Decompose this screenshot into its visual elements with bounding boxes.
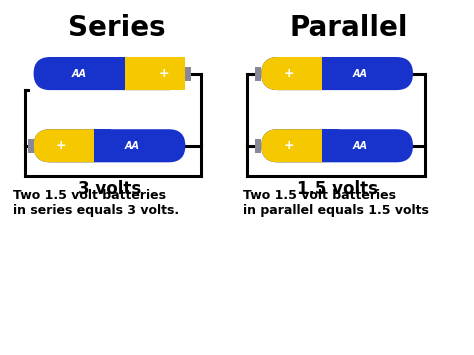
FancyBboxPatch shape bbox=[261, 57, 338, 90]
Bar bbox=[94, 129, 111, 162]
Bar bbox=[27, 139, 34, 153]
Text: AA: AA bbox=[353, 141, 368, 151]
Bar bbox=[125, 57, 185, 90]
FancyBboxPatch shape bbox=[261, 129, 413, 162]
Text: Two 1.5 volt batteries
in series equals 3 volts.: Two 1.5 volt batteries in series equals … bbox=[13, 189, 179, 217]
FancyBboxPatch shape bbox=[261, 57, 413, 90]
Bar bbox=[255, 67, 261, 81]
Text: +: + bbox=[55, 139, 66, 152]
Text: AA: AA bbox=[125, 141, 140, 151]
Text: Parallel: Parallel bbox=[289, 14, 408, 42]
FancyBboxPatch shape bbox=[34, 129, 185, 162]
Text: +: + bbox=[283, 139, 294, 152]
FancyBboxPatch shape bbox=[34, 57, 185, 90]
Text: +: + bbox=[283, 67, 294, 80]
FancyBboxPatch shape bbox=[261, 129, 338, 162]
Text: AA: AA bbox=[353, 69, 368, 78]
Text: +: + bbox=[159, 67, 169, 80]
Bar bbox=[322, 129, 338, 162]
Bar bbox=[322, 57, 338, 90]
Text: 1.5 volts: 1.5 volts bbox=[297, 180, 378, 198]
Bar bbox=[108, 57, 125, 90]
Text: AA: AA bbox=[72, 69, 87, 78]
Text: Series: Series bbox=[68, 14, 165, 42]
Text: Two 1.5 volt batteries
in parallel equals 1.5 volts: Two 1.5 volt batteries in parallel equal… bbox=[243, 189, 428, 217]
FancyBboxPatch shape bbox=[34, 129, 111, 162]
Text: 3 volts: 3 volts bbox=[78, 180, 141, 198]
Bar bbox=[255, 139, 261, 153]
Bar bbox=[185, 67, 191, 81]
FancyBboxPatch shape bbox=[108, 57, 185, 90]
